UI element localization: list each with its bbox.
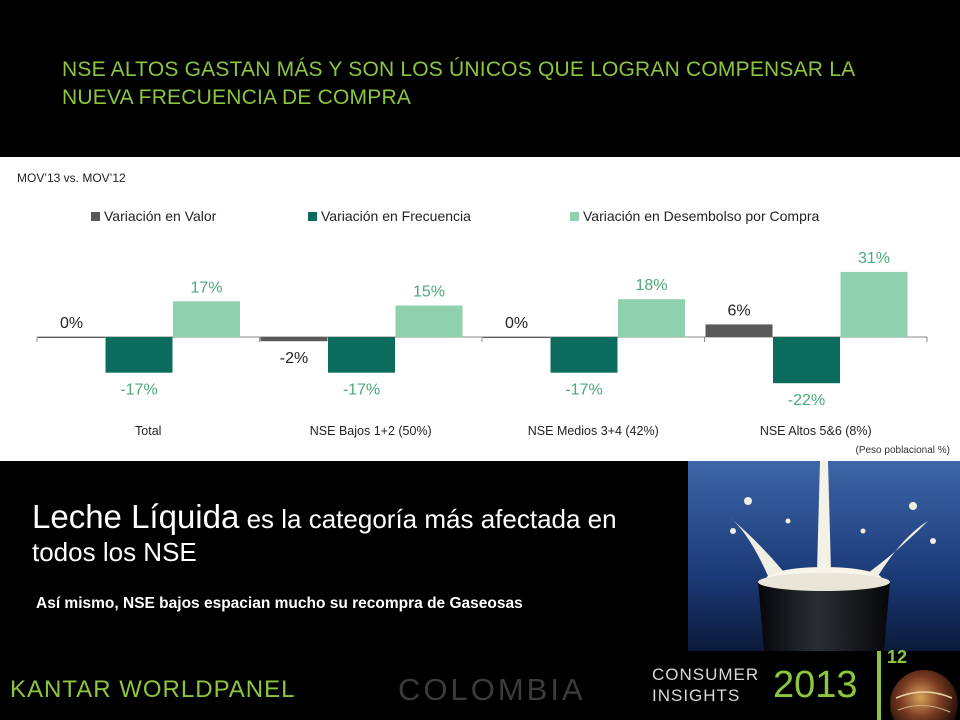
footer-divider [877,651,881,720]
data-label-2-3: 31% [858,250,890,267]
chart-legend: Variación en Valor Variación en Frecuenc… [0,208,960,226]
legend-label-frecuencia: Variación en Frecuencia [321,208,471,224]
bar-2-2 [618,299,685,337]
bar-2-3 [840,271,908,337]
chart-footnote: (Peso poblacional %) [855,445,951,456]
slide-title: NSE ALTOS GASTAN MÁS Y SON LOS ÚNICOS QU… [62,58,855,109]
data-label-0-0: 0% [60,315,83,332]
category-label-0: Total [135,424,161,438]
bar-1-3 [773,337,840,384]
headline: Leche Líquida es la categoría más afecta… [32,500,672,569]
data-label-1-1: -17% [343,382,380,399]
data-label-0-3: 6% [727,302,750,319]
legend-item-frecuencia: Variación en Frecuencia [308,208,471,224]
bar-0-2 [483,337,550,338]
legend-swatch-frecuencia [308,211,317,221]
data-label-1-0: -17% [120,382,157,399]
bar-1-1 [328,337,395,373]
chart-subtitle: MOV’13 vs. MOV’12 [17,171,126,185]
bar-0-0 [38,337,105,338]
legend-item-valor: Variación en Valor [91,208,216,224]
milk-splash-photo [688,461,960,651]
data-label-2-2: 18% [635,277,667,294]
sub-headline: Así mismo, NSE bajos espacian mucho su r… [36,595,523,612]
data-label-2-1: 15% [413,284,445,301]
legend-swatch-valor [91,211,100,221]
category-label-3: NSE Altos 5&6 (8%) [760,424,872,438]
page-number: 12 [887,647,908,667]
category-label-1: NSE Bajos 1+2 (50%) [310,424,432,438]
data-label-0-1: -2% [280,350,308,367]
bar-1-0 [105,337,173,373]
bar-1-2 [550,337,618,373]
headline-rest: es la categoría más afectada en todos lo… [32,504,617,567]
legend-label-valor: Variación en Valor [104,208,217,224]
footer-year: 2013 [773,664,858,706]
legend-swatch-desembolso [570,211,579,221]
legend-item-desembolso: Variación en Desembolso por Compra [570,208,819,224]
bar-2-0 [173,301,240,337]
consumer-insights-label: CONSUMER INSIGHTS [652,665,760,705]
bar-chart: 0% -17% 17% Total -2% -17% 15% NSE Bajos 1+2 (5… [36,250,928,438]
chart-panel: MOV’13 vs. MOV’12 Variación en Valor Var… [0,157,960,461]
kantar-worldpanel-logo: KANTAR WORLDPANEL [10,676,296,703]
data-label-1-2: -17% [565,382,602,399]
globe-icon [890,670,958,720]
data-label-0-2: 0% [505,315,528,332]
data-label-2-0: 17% [190,279,222,296]
bar-2-1 [395,305,463,337]
legend-label-desembolso: Variación en Desembolso por Compra [583,208,820,224]
category-label-2: NSE Medios 3+4 (42%) [528,424,659,438]
data-label-1-3: -22% [788,392,825,409]
footer-country: COLOMBIA [398,672,586,707]
headline-emphasis: Leche Líquida [32,498,240,535]
bar-0-1 [260,337,328,342]
bar-0-3 [705,324,773,337]
